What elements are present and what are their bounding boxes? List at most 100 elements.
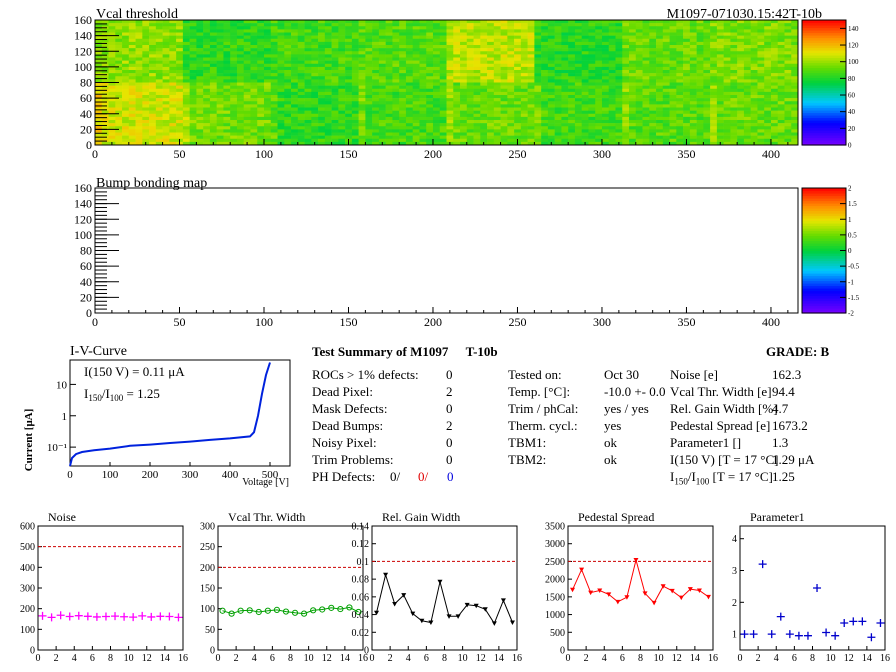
heatmap-cell	[142, 76, 150, 80]
results-row: Rel. Gain Width [%] 4.7	[670, 400, 788, 417]
heatmap-cell	[554, 132, 562, 136]
heatmap-cell	[311, 54, 319, 58]
heatmap-cell	[791, 51, 799, 55]
heatmap-cell	[432, 95, 441, 99]
heatmap-cell	[629, 120, 637, 124]
heatmap-cell	[419, 85, 427, 90]
heatmap-cell	[338, 66, 346, 71]
heatmap-cell	[737, 113, 745, 118]
heatmap-cell	[243, 29, 251, 33]
heatmap-cell	[615, 116, 623, 121]
heatmap-cell	[527, 70, 535, 74]
heatmap-cell	[162, 48, 170, 52]
heatmap-cell	[487, 113, 495, 118]
heatmap-cell	[554, 70, 562, 74]
heatmap-cell	[277, 98, 285, 102]
heatmap-cell	[203, 60, 211, 65]
heatmap-cell	[182, 23, 190, 27]
map-y-tick-label: 40	[80, 275, 92, 289]
heatmap-cell	[128, 76, 136, 80]
heatmap-cell	[595, 20, 603, 24]
panel-frame	[739, 525, 886, 651]
panel-series-line	[222, 606, 359, 615]
heatmap-cell	[581, 135, 589, 140]
heatmap-cell	[764, 54, 772, 58]
heatmap-cell	[683, 66, 691, 71]
heatmap-cell	[291, 116, 299, 121]
heatmap-cell	[696, 113, 704, 118]
heatmap-cell	[466, 79, 474, 83]
heatmap-cell	[263, 41, 272, 46]
heatmap-cell	[730, 23, 738, 27]
panel-x-tick-label: 6	[792, 653, 797, 664]
heatmap-cell	[493, 88, 501, 93]
heatmap-cell	[230, 120, 238, 124]
heatmap-cell	[750, 91, 758, 96]
panel-x-tick-label: 6	[270, 653, 275, 664]
heatmap-cell	[649, 126, 657, 130]
heatmap-cell	[791, 88, 799, 93]
heatmap-cell	[770, 82, 779, 86]
heatmap-cell	[601, 95, 610, 99]
heatmap-cell	[642, 91, 650, 96]
heatmap-cell	[683, 129, 691, 133]
heatmap-cell	[696, 32, 704, 36]
heatmap-cell	[182, 29, 190, 33]
palette-band	[802, 225, 846, 229]
heatmap-cell	[223, 73, 231, 77]
heatmap-cell	[216, 110, 224, 115]
heatmap-cell	[236, 26, 245, 30]
heatmap-cell	[257, 54, 265, 58]
heatmap-cell	[412, 129, 420, 133]
heatmap-cell	[473, 29, 481, 33]
heatmap-cell	[703, 82, 711, 86]
heatmap-cell	[399, 60, 407, 65]
heatmap-cell	[676, 123, 684, 127]
panel-y-tick-label: 400	[20, 563, 35, 574]
heatmap-cell	[791, 141, 799, 146]
heatmap-cell	[453, 51, 461, 55]
heatmap-cell	[676, 107, 684, 111]
heatmap-cell	[473, 23, 481, 27]
heatmap-cell	[527, 38, 535, 43]
heatmap-cell	[432, 41, 441, 46]
heatmap-cell	[629, 98, 637, 102]
heatmap-cell	[297, 135, 305, 140]
heatmap-cell	[345, 113, 353, 118]
heatmap-cell	[730, 132, 738, 136]
heatmap-cell	[554, 60, 562, 65]
heatmap-cell	[284, 85, 292, 90]
heatmap-cell	[547, 79, 555, 83]
heatmap-cell	[169, 20, 177, 24]
heatmap-cell	[230, 138, 238, 143]
heatmap-cell	[480, 29, 488, 33]
heatmap-cell	[318, 20, 326, 24]
panel-x-tick-label: 8	[638, 653, 643, 664]
heatmap-cell	[676, 41, 684, 46]
heatmap-cell	[574, 54, 582, 58]
heatmap-cell	[588, 104, 596, 108]
heatmap-cell	[203, 73, 211, 77]
heatmap-cell	[716, 98, 724, 102]
heatmap-cell	[311, 79, 319, 83]
heatmap-cell	[500, 135, 508, 140]
heatmap-cell	[304, 126, 312, 130]
heatmap-cell	[561, 70, 569, 74]
heatmap-cell	[358, 35, 366, 40]
heatmap-cell	[473, 132, 481, 136]
heatmap-cell	[514, 26, 522, 30]
heatmap-cell	[568, 91, 576, 96]
heatmap-cell	[270, 29, 278, 33]
heatmap-cell	[95, 45, 103, 49]
heatmap-cell	[770, 91, 779, 96]
heatmap-cell	[432, 66, 441, 71]
heatmap-cell	[189, 132, 197, 136]
heatmap-cell	[453, 138, 461, 143]
heatmap-cell	[291, 141, 299, 146]
heatmap-cell	[622, 113, 630, 118]
heatmap-cell	[426, 123, 434, 127]
heatmap-cell	[473, 82, 481, 86]
iv-annotation-ratio: I150/I100 = 1.25	[84, 386, 160, 403]
heatmap-cell	[372, 41, 380, 46]
